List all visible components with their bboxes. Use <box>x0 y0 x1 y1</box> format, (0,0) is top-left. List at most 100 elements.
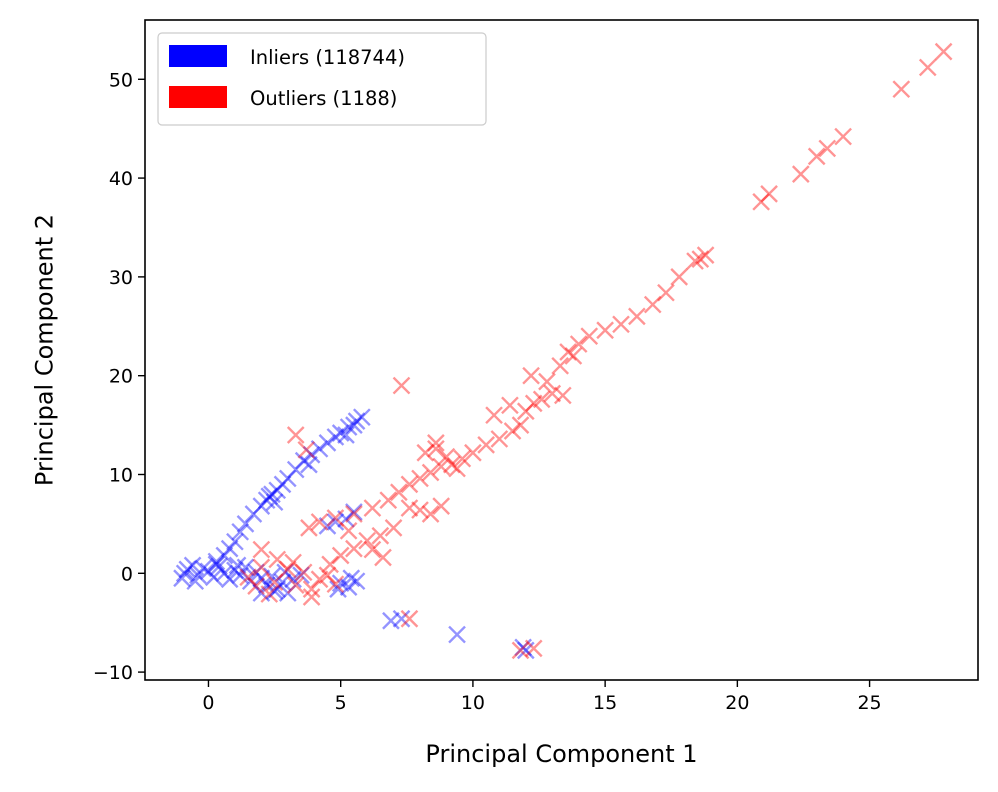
outlier-point-63 <box>501 396 519 415</box>
outlier-point-34 <box>421 463 440 482</box>
outlier-point-9 <box>326 575 345 594</box>
inlier-point-18 <box>268 580 287 598</box>
outlier-point-71 <box>670 268 689 286</box>
inlier-point-50 <box>331 424 350 442</box>
x-tick-label-3: 15 <box>593 692 617 714</box>
inlier-point-65 <box>326 513 345 531</box>
outlier-point-36 <box>442 455 461 474</box>
inlier-point-70 <box>516 641 535 660</box>
inlier-point-17 <box>263 567 281 586</box>
inlier-point-24 <box>186 572 205 591</box>
outlier-point-4 <box>286 576 305 594</box>
inlier-point-22 <box>252 584 271 602</box>
inlier-point-41 <box>268 481 287 500</box>
inlier-point-55 <box>337 426 355 444</box>
outlier-point-78 <box>807 147 826 166</box>
inlier-point-31 <box>215 546 234 565</box>
outlier-point-2 <box>265 573 284 592</box>
inlier-point-27 <box>284 570 302 589</box>
x-tick-label-4: 20 <box>725 692 749 714</box>
outlier-point-88 <box>511 641 530 660</box>
outlier-point-85 <box>286 426 305 444</box>
inlier-point-58 <box>331 574 350 593</box>
inlier-point-56 <box>300 455 318 474</box>
inlier-point-4 <box>194 559 213 578</box>
outlier-point-33 <box>411 469 429 488</box>
inlier-point-14 <box>247 563 265 582</box>
x-axis-label: Principal Component 1 <box>425 740 697 768</box>
outlier-point-38 <box>464 443 482 462</box>
inlier-point-66 <box>318 517 337 535</box>
inlier-point-8 <box>215 564 234 583</box>
inlier-point-0 <box>173 569 191 588</box>
outlier-point-89 <box>524 639 543 658</box>
outlier-point-30 <box>379 491 398 510</box>
outlier-point-49 <box>421 505 440 523</box>
inlier-point-71 <box>514 638 533 657</box>
inlier-point-11 <box>231 566 250 585</box>
outlier-point-40 <box>490 430 509 448</box>
legend-box <box>157 32 487 126</box>
outlier-point-69 <box>643 295 662 314</box>
outlier-point-17 <box>331 546 350 565</box>
outlier-point-72 <box>686 252 704 270</box>
outlier-point-87 <box>400 609 419 628</box>
outlier-point-61 <box>569 335 588 353</box>
inlier-point-51 <box>339 418 358 436</box>
outlier-point-25 <box>300 518 318 537</box>
outlier-point-12 <box>284 553 302 572</box>
inlier-point-64 <box>345 503 363 521</box>
inlier-point-2 <box>183 556 202 575</box>
inlier-point-15 <box>252 569 271 588</box>
y-tick-label-2: 10 <box>109 464 133 486</box>
inlier-point-28 <box>292 566 310 585</box>
x-tick-label-1: 5 <box>335 692 347 714</box>
ticks-layer: 0 5 10 15 20 25 −10 0 10 20 30 40 50 <box>93 69 882 714</box>
y-tick-label-3: 20 <box>109 366 133 388</box>
outlier-point-6 <box>302 580 321 598</box>
inlier-point-43 <box>278 469 297 488</box>
outlier-point-68 <box>628 307 646 326</box>
outlier-point-70 <box>657 283 675 302</box>
outlier-point-35 <box>432 457 451 476</box>
outlier-point-84 <box>392 376 411 395</box>
outlier-point-83 <box>934 42 953 61</box>
plot-frame <box>144 19 979 681</box>
outlier-point-21 <box>384 518 403 537</box>
outlier-point-81 <box>892 80 911 99</box>
outlier-point-37 <box>453 449 472 468</box>
inlier-point-9 <box>220 570 239 589</box>
legend-label-outliers: Outliers (1188) <box>250 87 397 110</box>
outlier-point-46 <box>416 443 435 462</box>
inlier-point-25 <box>207 555 226 574</box>
inlier-point-21 <box>265 582 284 600</box>
inlier-point-16 <box>257 576 276 594</box>
y-tick-label-0: −10 <box>93 662 133 684</box>
outlier-point-42 <box>511 416 530 434</box>
legend-label-inliers: Inliers (118744) <box>250 46 405 69</box>
outlier-point-65 <box>580 327 599 346</box>
inlier-point-69 <box>448 625 466 644</box>
outlier-point-82 <box>918 58 937 77</box>
outlier-point-48 <box>411 501 429 519</box>
inlier-point-45 <box>294 451 313 470</box>
inlier-point-7 <box>210 557 228 576</box>
inlier-point-52 <box>347 412 366 430</box>
outlier-point-86 <box>297 440 316 459</box>
inlier-point-26 <box>228 556 247 575</box>
points-layer <box>173 42 953 660</box>
inlier-point-46 <box>302 445 321 464</box>
inlier-point-62 <box>342 569 361 588</box>
outlier-point-19 <box>358 531 376 550</box>
inlier-point-49 <box>326 428 345 446</box>
outlier-point-26 <box>310 513 329 531</box>
outlier-point-24 <box>374 548 392 567</box>
inlier-point-6 <box>204 568 223 587</box>
inlier-point-3 <box>189 566 207 585</box>
outlier-point-54 <box>532 390 551 409</box>
x-tick-label-5: 25 <box>857 692 881 714</box>
outlier-point-27 <box>326 509 345 527</box>
outlier-point-59 <box>551 356 570 375</box>
inlier-point-13 <box>241 572 260 591</box>
outlier-point-45 <box>427 439 445 458</box>
